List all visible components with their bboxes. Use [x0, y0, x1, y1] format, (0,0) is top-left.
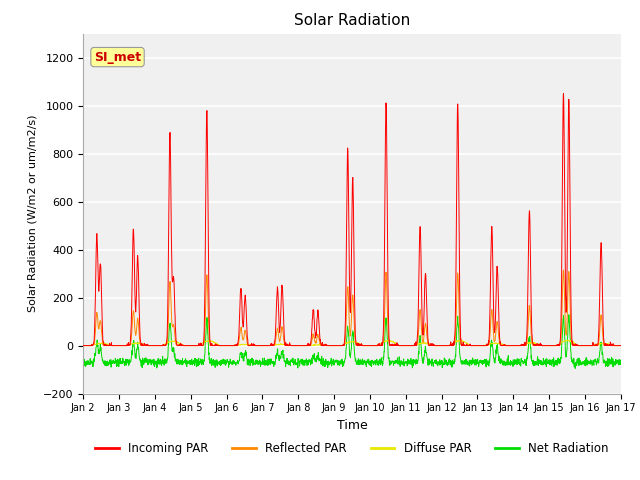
Net Radiation: [79, 360, 87, 366]
Line: Diffuse PAR: Diffuse PAR: [83, 340, 621, 346]
Net Radiation: [508, 362, 516, 368]
Net Radiation: [585, 360, 593, 365]
Reflected PAR: [570, 343, 577, 348]
Reflected PAR: [584, 343, 592, 348]
Net Radiation: [572, 366, 579, 372]
Reflected PAR: [367, 343, 375, 348]
Title: Solar Radiation: Solar Radiation: [294, 13, 410, 28]
Incoming PAR: [570, 343, 577, 348]
Y-axis label: Solar Radiation (W/m2 or um/m2/s): Solar Radiation (W/m2 or um/m2/s): [28, 115, 37, 312]
Legend: Incoming PAR, Reflected PAR, Diffuse PAR, Net Radiation: Incoming PAR, Reflected PAR, Diffuse PAR…: [91, 437, 613, 460]
Incoming PAR: [379, 334, 387, 339]
Net Radiation: [617, 360, 625, 366]
Reflected PAR: [560, 267, 568, 273]
Diffuse PAR: [570, 340, 577, 346]
Net Radiation: [379, 360, 387, 366]
Net Radiation: [229, 358, 237, 363]
Reflected PAR: [79, 343, 87, 348]
Diffuse PAR: [564, 337, 572, 343]
Diffuse PAR: [79, 343, 87, 348]
Diffuse PAR: [617, 343, 625, 348]
Incoming PAR: [367, 343, 375, 348]
Diffuse PAR: [367, 343, 375, 348]
Incoming PAR: [508, 343, 516, 348]
Diffuse PAR: [379, 339, 387, 345]
Diffuse PAR: [508, 343, 516, 348]
Reflected PAR: [508, 343, 516, 348]
Reflected PAR: [229, 343, 237, 348]
Diffuse PAR: [584, 343, 592, 348]
Reflected PAR: [617, 343, 625, 348]
Incoming PAR: [560, 91, 568, 96]
Incoming PAR: [617, 343, 625, 348]
Reflected PAR: [379, 340, 387, 346]
X-axis label: Time: Time: [337, 419, 367, 432]
Incoming PAR: [584, 343, 592, 348]
Text: SI_met: SI_met: [94, 50, 141, 63]
Net Radiation: [565, 312, 573, 318]
Net Radiation: [570, 361, 577, 367]
Incoming PAR: [229, 343, 237, 348]
Incoming PAR: [79, 343, 87, 348]
Line: Incoming PAR: Incoming PAR: [83, 94, 621, 346]
Diffuse PAR: [229, 343, 237, 348]
Line: Net Radiation: Net Radiation: [83, 315, 621, 369]
Line: Reflected PAR: Reflected PAR: [83, 270, 621, 346]
Net Radiation: [367, 358, 375, 363]
